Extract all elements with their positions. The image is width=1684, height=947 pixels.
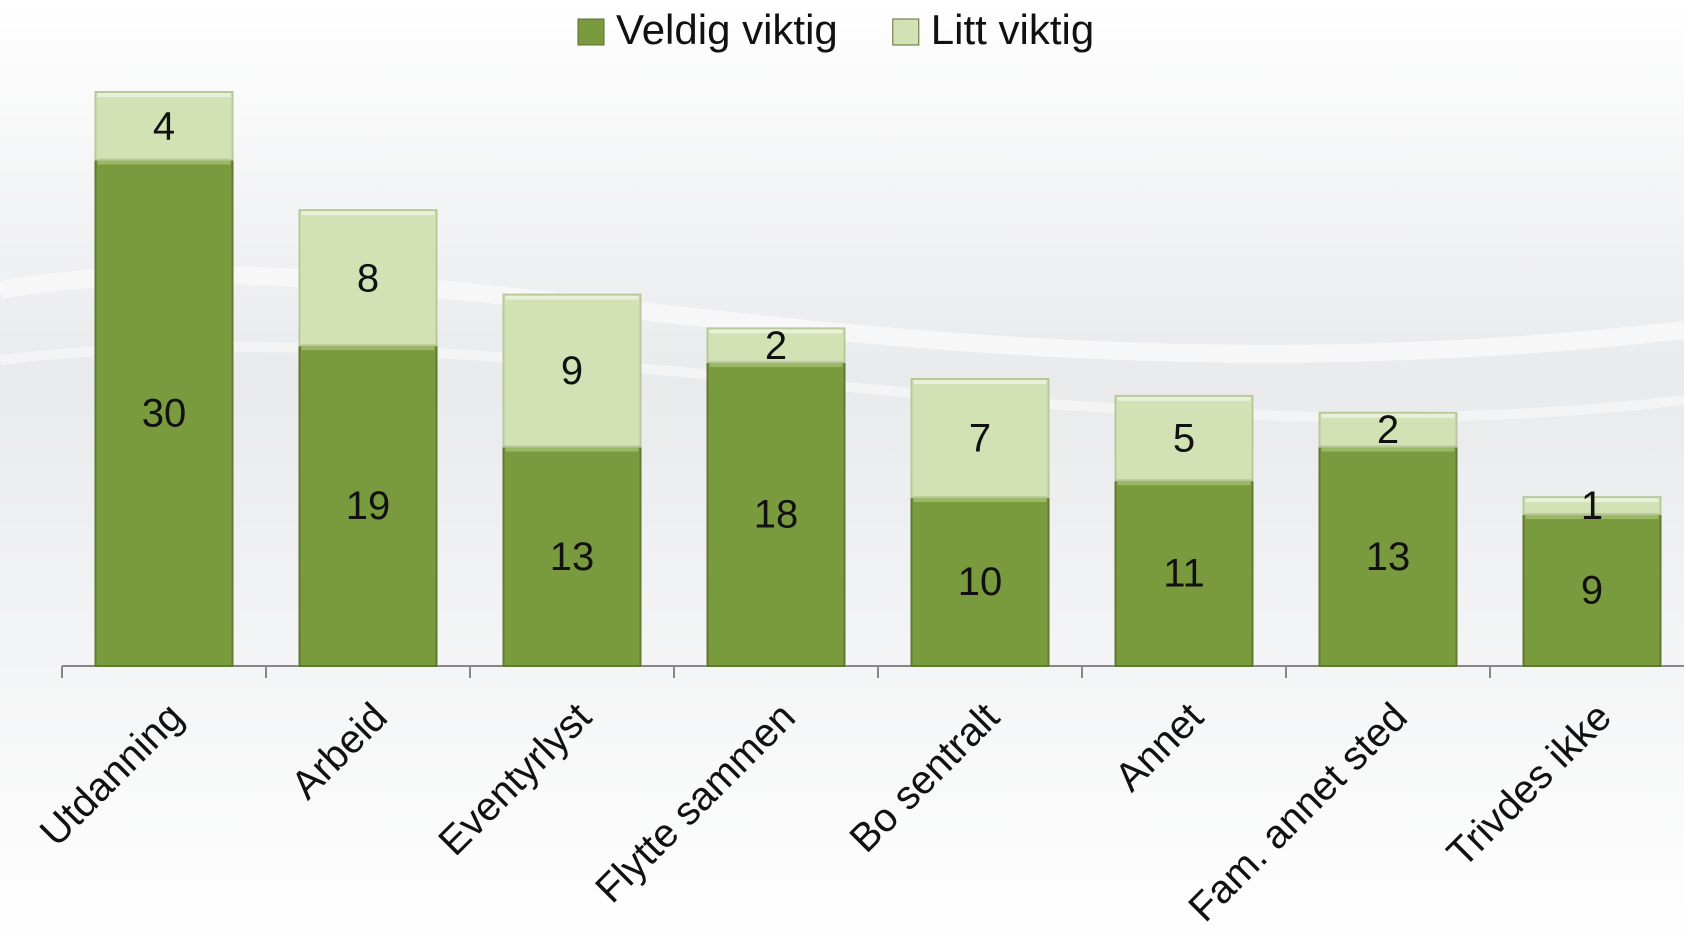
bar xyxy=(706,327,846,364)
data-label: 13 xyxy=(550,535,595,579)
data-label: 18 xyxy=(754,493,799,537)
bar xyxy=(706,361,846,667)
bar xyxy=(502,445,642,667)
bar xyxy=(1318,411,1458,448)
bar xyxy=(910,378,1050,499)
bar xyxy=(298,344,438,667)
bar xyxy=(1114,394,1254,482)
bar xyxy=(298,209,438,347)
data-label: 9 xyxy=(1581,569,1603,613)
bar xyxy=(94,158,234,667)
bar xyxy=(1114,479,1254,668)
legend-label: Veldig viktig xyxy=(616,6,838,53)
legend-label: Litt viktig xyxy=(931,6,1094,53)
data-label: 19 xyxy=(346,484,391,528)
data-label: 30 xyxy=(142,391,187,435)
data-label: 8 xyxy=(357,256,379,300)
data-label: 10 xyxy=(958,560,1003,604)
data-label: 13 xyxy=(1366,535,1411,579)
data-label: 1 xyxy=(1581,484,1603,528)
data-label: 4 xyxy=(153,104,175,148)
legend-swatch xyxy=(577,18,605,46)
data-label: 9 xyxy=(561,349,583,393)
data-label: 5 xyxy=(1173,417,1195,461)
legend-swatch xyxy=(892,18,920,46)
data-label: 7 xyxy=(969,417,991,461)
bar xyxy=(502,293,642,448)
bar xyxy=(1318,445,1458,667)
data-label: 11 xyxy=(1163,552,1205,596)
data-label: 2 xyxy=(1377,408,1399,452)
data-label: 2 xyxy=(765,324,787,368)
bar xyxy=(94,91,234,161)
